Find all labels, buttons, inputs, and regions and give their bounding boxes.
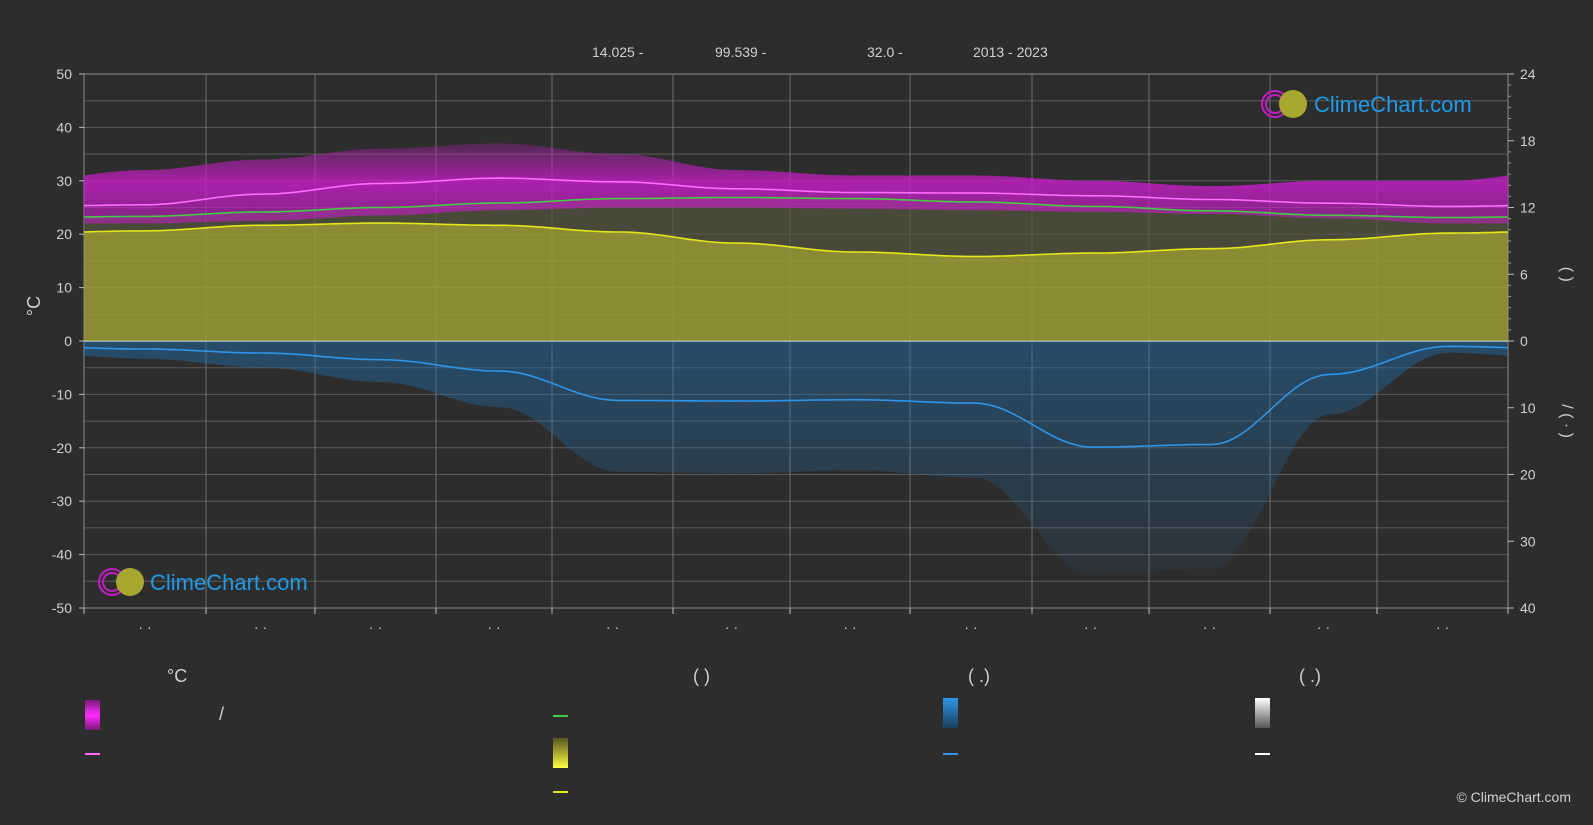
legend-swatch-precip <box>943 698 958 728</box>
brand-text-bottom: ClimeChart.com <box>150 570 308 595</box>
legend-swatch-snow <box>1255 698 1270 728</box>
left-tick-label: -50 <box>52 600 72 616</box>
precipitation-band <box>84 341 1508 575</box>
axes: 50 40 30 20 10 0 -10 -20 -30 -40 -50 °C 24 18 12 6 0 10 20… <box>24 66 1575 635</box>
x-tick-label: · · <box>487 619 500 635</box>
header-latitude: 14.025 - <box>592 44 644 60</box>
precipitation-line <box>83 345 1509 448</box>
x-tick-label: · · <box>1436 619 1449 635</box>
header-elevation: 32.0 - <box>867 44 903 60</box>
left-tick-label: -20 <box>52 440 72 456</box>
legend-swatch-sunshine <box>553 738 568 768</box>
right-tick-label-bottom: 10 <box>1520 400 1536 416</box>
left-tick-label: 40 <box>56 119 72 135</box>
legend-col2-header: ( ) <box>693 666 710 686</box>
right-tick-label-bottom: 30 <box>1520 533 1536 549</box>
right-tick-label-top: 12 <box>1520 200 1536 216</box>
x-tick-label: · · <box>606 619 619 635</box>
left-tick-label: 20 <box>56 226 72 242</box>
daylight-line <box>83 196 1508 219</box>
right-tick-label-top: 18 <box>1520 133 1536 149</box>
left-tick-label: 30 <box>56 173 72 189</box>
legend-swatch-temp-range <box>85 700 100 730</box>
x-tick-label: · · <box>254 619 267 635</box>
climechart-logo-icon <box>1261 90 1307 118</box>
temperature-band <box>84 143 1508 224</box>
right-tick-label-bottom: 40 <box>1520 600 1536 616</box>
header-longitude: 99.539 - <box>715 44 767 60</box>
legend-col1-header: °C <box>167 666 188 686</box>
left-tick-label: 50 <box>56 66 72 82</box>
header-period: 2013 - 2023 <box>973 44 1048 60</box>
x-tick-label: · · <box>1084 619 1097 635</box>
legend-col4-header: ( .) <box>1299 666 1321 686</box>
x-tick-label: · · <box>1317 619 1330 635</box>
sunshine-line <box>83 222 1509 258</box>
brand-text-top: ClimeChart.com <box>1314 92 1472 117</box>
sunshine-band <box>84 223 1508 341</box>
left-tick-label: -10 <box>52 386 72 402</box>
x-tick-label: · · <box>843 619 856 635</box>
right-axis-label-top: ( ) <box>1558 267 1575 282</box>
left-tick-label: 10 <box>56 280 72 296</box>
climechart-logo-icon <box>98 568 144 596</box>
temp-max-mean-line <box>83 177 1509 208</box>
legend-col1-row1: / <box>219 704 225 724</box>
left-tick-label: 0 <box>64 333 72 349</box>
x-tick-label: · · <box>725 619 738 635</box>
data-lines <box>83 177 1509 448</box>
right-tick-label-top: 6 <box>1520 266 1528 282</box>
right-tick-label-bottom: 20 <box>1520 467 1536 483</box>
copyright: © ClimeChart.com <box>1456 789 1571 805</box>
x-tick-label: · · <box>138 619 151 635</box>
right-tick-label-top: 0 <box>1520 333 1528 349</box>
legend-col3-header: ( .) <box>968 666 990 686</box>
left-tick-label: -30 <box>52 493 72 509</box>
left-tick-label: -40 <box>52 547 72 563</box>
left-axis-label: °C <box>24 296 44 316</box>
data-bands <box>84 143 1508 575</box>
right-tick-label-top: 24 <box>1520 66 1536 82</box>
x-tick-label: · · <box>964 619 977 635</box>
x-tick-label: · · <box>1203 619 1216 635</box>
x-tick-label: · · <box>369 619 382 635</box>
right-axis-label-bottom: / ( · ) <box>1558 404 1575 438</box>
